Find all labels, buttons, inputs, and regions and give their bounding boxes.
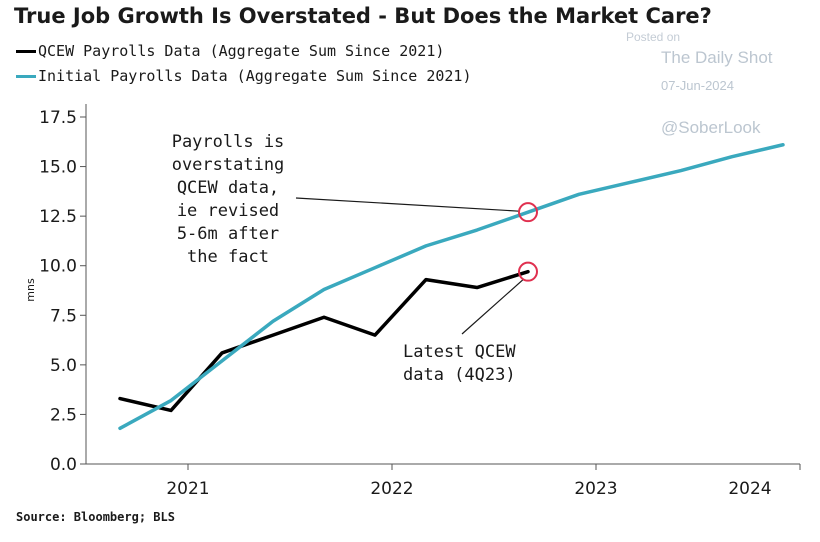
annotation-leader-overstating xyxy=(295,197,520,212)
series-line-initial xyxy=(118,143,785,431)
legend-label-initial: Initial Payrolls Data (Aggregate Sum Sin… xyxy=(38,67,472,85)
y-axis-label: mns xyxy=(24,278,37,302)
watermark-handle: @SoberLook xyxy=(661,118,761,137)
y-tick-label: 7.5 xyxy=(50,306,77,326)
legend-swatch-qcew xyxy=(16,49,36,53)
source-note: Source: Bloomberg; BLS xyxy=(16,510,175,524)
watermark-publisher: The Daily Shot xyxy=(661,48,773,67)
annotation-text-overstating: Payrolls is xyxy=(172,132,285,152)
annotation-text-overstating: ie revised xyxy=(177,201,279,221)
x-tick-label: 2021 xyxy=(166,479,209,499)
annotation-text-overstating: QCEW data, xyxy=(177,178,279,198)
annotation-text-overstating: the fact xyxy=(187,247,269,267)
annotation-text-overstating: 5-6m after xyxy=(177,224,279,244)
y-tick-label: 5.0 xyxy=(50,356,77,376)
annotation-marker-qcew xyxy=(518,261,538,282)
y-tick-label: 2.5 xyxy=(50,405,77,425)
chart-title: True Job Growth Is Overstated - But Does… xyxy=(14,4,712,28)
y-tick-label: 0.0 xyxy=(50,455,77,475)
x-tick-label: 2022 xyxy=(370,479,413,499)
annotation-leader-latest xyxy=(461,279,524,335)
annotation-text-overstating: overstating xyxy=(172,155,285,175)
annotation-marker-initial xyxy=(518,202,538,223)
annotation-text-latest: Latest QCEW xyxy=(403,342,516,362)
legend-item-qcew: QCEW Payrolls Data (Aggregate Sum Since … xyxy=(16,42,444,60)
y-tick-label: 10.0 xyxy=(39,257,77,277)
series-line-qcew xyxy=(118,269,530,413)
x-tick-label: 2024 xyxy=(728,479,771,499)
legend-label-qcew: QCEW Payrolls Data (Aggregate Sum Since … xyxy=(38,42,445,60)
y-tick-label: 17.5 xyxy=(39,108,77,128)
annotation-text-latest: data (4Q23) xyxy=(403,365,516,385)
watermark-date: 07-Jun-2024 xyxy=(661,78,734,93)
y-tick-label: 12.5 xyxy=(39,207,77,227)
legend-swatch-initial xyxy=(16,74,36,78)
x-tick-label: 2023 xyxy=(574,479,617,499)
y-tick-label: 15.0 xyxy=(39,158,77,178)
legend-item-initial: Initial Payrolls Data (Aggregate Sum Sin… xyxy=(16,67,471,85)
watermark-posted-on: Posted on xyxy=(626,30,681,44)
